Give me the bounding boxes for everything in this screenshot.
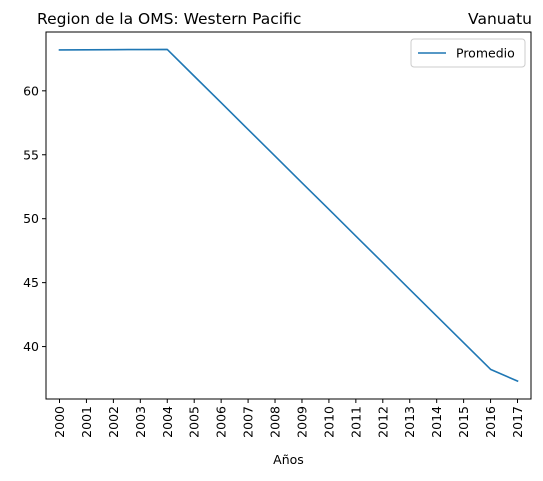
- y-tick-label: 50: [23, 211, 39, 226]
- x-tick-label: 2013: [402, 406, 417, 438]
- x-tick-label: 2007: [241, 406, 256, 438]
- x-tick-label: 2011: [348, 406, 363, 438]
- chart-subtitle-country: Vanuatu: [468, 10, 532, 28]
- x-tick-label: 2010: [321, 406, 336, 438]
- plot-area: 40 45 50 55 60 2000 2001 2002 2003 2004 2005 2006 20…: [23, 48, 525, 438]
- plot-frame: [45, 31, 532, 400]
- x-tick-label: 2000: [52, 406, 67, 438]
- x-tick-label: 2009: [294, 406, 309, 438]
- x-tick-label: 2015: [456, 406, 471, 438]
- series-line: [58, 48, 519, 383]
- y-tick-label: 55: [23, 147, 39, 162]
- x-tick-label: 2004: [160, 406, 175, 438]
- x-tick-label: 2001: [79, 406, 94, 438]
- y-tick-label: 45: [23, 275, 39, 290]
- chart-title: Region de la OMS: Western Pacific: [37, 10, 301, 28]
- x-tick-label: 2012: [375, 406, 390, 438]
- x-tick-label: 2016: [483, 406, 498, 438]
- y-tick-label: 60: [23, 83, 39, 98]
- x-tick-label: 2006: [214, 406, 229, 438]
- x-tick-label: 2005: [187, 406, 202, 438]
- legend-label: Promedio: [456, 46, 515, 61]
- x-tick-label: 2002: [106, 406, 121, 438]
- legend-frame: [410, 38, 526, 68]
- legend: Promedio: [410, 38, 526, 68]
- x-tick-label: 2014: [429, 406, 444, 438]
- x-tick-label: 2008: [268, 406, 283, 438]
- x-tick-label: 2017: [510, 406, 525, 438]
- x-axis-label: Años: [273, 452, 304, 467]
- y-tick-label: 40: [23, 339, 39, 354]
- x-tick-label: 2003: [133, 406, 148, 438]
